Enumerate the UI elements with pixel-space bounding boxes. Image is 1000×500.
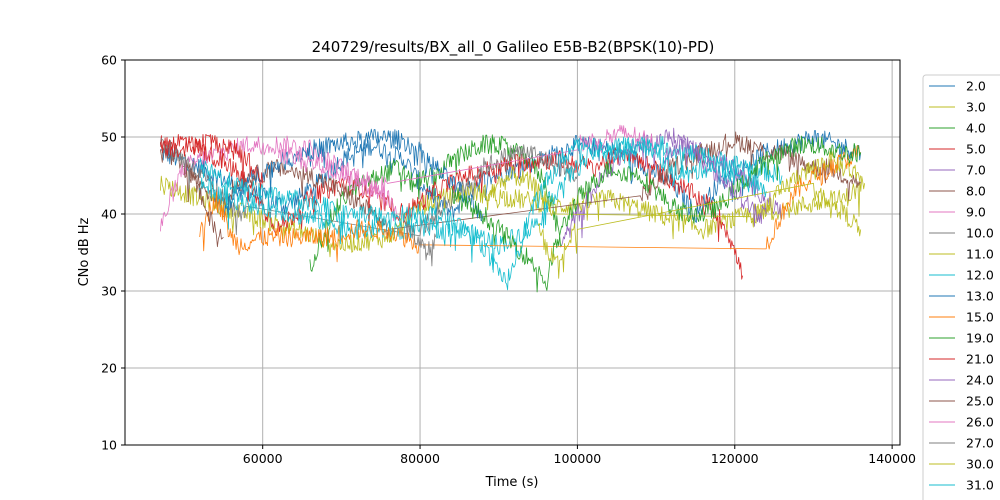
plot-background [125,60,900,445]
legend-entry: 2.0 [929,79,986,94]
legend-label: 12.0 [966,268,994,283]
plot-frame [124,59,901,446]
x-tick-label: 60000 [243,451,283,466]
legend-label: 13.0 [966,289,994,304]
legend-label: 26.0 [966,415,994,430]
legend-label: 3.0 [966,100,986,115]
series-line-11-0 [482,151,862,228]
x-tick-label: 140000 [868,451,916,466]
series-line-13-0 [223,128,484,222]
legend-entry: 9.0 [929,205,986,220]
legend-label: 15.0 [966,310,994,325]
legend-entry: 11.0 [929,247,994,262]
series-line-21-0 [160,134,264,190]
legend-entry: 31.0 [929,478,994,493]
legend-entry: 26.0 [929,415,994,430]
y-axis: 10 20 30 40 50 60 [101,53,125,453]
legend-entry: 8.0 [929,184,986,199]
chart-title: 240729/results/BX_all_0 Galileo E5B-B2(B… [312,38,715,57]
legend-label: 2.0 [966,79,986,94]
y-tick-label: 10 [101,438,117,453]
legend-entry: 7.0 [929,163,986,178]
legend: 2.0 3.0 4.0 5.0 7.0 8.0 9.0 10.0 11.0 12.0 13.0 15.… [922,74,1000,500]
x-tick-label: 80000 [400,451,440,466]
series-line-5-0 [160,134,743,280]
legend-label: 5.0 [966,142,986,157]
y-tick-label: 60 [101,53,117,68]
y-axis-label: CNo dB Hz [77,217,92,286]
y-tick-label: 50 [101,130,117,145]
legend-entry: 25.0 [929,394,994,409]
x-tick-label: 100000 [554,451,602,466]
series-line-24-0 [663,136,767,227]
legend-entry: 27.0 [929,436,994,451]
legend-entry: 12.0 [929,268,994,283]
legend-label: 10.0 [966,226,994,241]
legend-entry: 4.0 [929,121,986,136]
legend-label: 4.0 [966,121,986,136]
legend-label: 27.0 [966,436,994,451]
legend-entry: 10.0 [929,226,994,241]
legend-label: 25.0 [966,394,994,409]
series-line-19-0 [451,135,862,293]
series-line-12-0 [199,135,783,273]
series-line-15-0 [199,144,861,263]
series-line-25-0 [183,162,224,248]
legend-entry: 3.0 [929,100,986,115]
series-line-31-0 [199,136,767,291]
legend-entry: 21.0 [929,352,994,367]
series-line-26-0 [278,124,657,210]
series-lines [160,124,865,293]
x-tick-label: 120000 [711,451,759,466]
legend-box [922,74,1000,500]
series-line-27-0 [403,212,437,267]
legend-entry: 24.0 [929,373,994,388]
legend-label: 9.0 [966,205,986,220]
legend-entry: 13.0 [929,289,994,304]
legend-entry: 5.0 [929,142,986,157]
series-line-30-0 [537,182,862,279]
series-line-2-0 [160,130,862,223]
y-tick-label: 20 [101,361,117,376]
legend-label: 31.0 [966,478,994,493]
x-axis: 60000 80000 100000 120000 140000 [243,445,916,466]
legend-entry: 15.0 [929,310,994,325]
y-tick-label: 30 [101,284,117,299]
legend-label: 24.0 [966,373,994,388]
legend-entry: 19.0 [929,331,994,346]
y-tick-label: 40 [101,207,117,222]
legend-label: 11.0 [966,247,994,262]
legend-entry: 30.0 [929,457,994,472]
legend-label: 30.0 [966,457,994,472]
legend-label: 21.0 [966,352,994,367]
legend-label: 19.0 [966,331,994,346]
legend-label: 7.0 [966,163,986,178]
series-line-3-0 [160,175,865,258]
plot-area: 60000 80000 100000 120000 140000 10 20 30 40 50 6… [101,53,916,467]
x-axis-label: Time (s) [485,475,539,490]
legend-label: 8.0 [966,184,986,199]
